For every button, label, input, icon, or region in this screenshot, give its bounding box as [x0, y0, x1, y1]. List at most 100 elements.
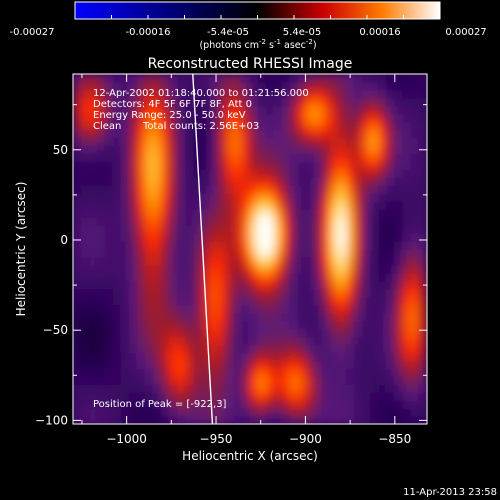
heatmap-cell: [370, 168, 380, 178]
heatmap-cell: [273, 391, 283, 401]
heatmap-cell: [297, 105, 307, 115]
heatmap-cell: [354, 407, 364, 417]
heatmap-cell: [394, 184, 404, 194]
heatmap-cell: [169, 367, 179, 377]
heatmap-cell: [338, 168, 348, 178]
heatmap-cell: [88, 153, 98, 162]
heatmap-cell: [354, 351, 364, 361]
heatmap-cell: [329, 176, 339, 186]
heatmap-cell: [410, 105, 420, 115]
heatmap-cell: [80, 367, 90, 377]
heatmap-cell: [112, 280, 122, 290]
heatmap-cell: [241, 343, 251, 353]
heatmap-cell: [96, 248, 106, 258]
heatmap-cell: [136, 407, 146, 417]
heatmap-cell: [297, 312, 307, 322]
heatmap-cell: [370, 272, 380, 282]
heatmap-cell: [378, 336, 388, 345]
heatmap-cell: [386, 288, 396, 298]
heatmap-cell: [402, 280, 412, 290]
heatmap-cell: [152, 121, 162, 131]
heatmap-cell: [104, 304, 114, 314]
heatmap-cell: [346, 359, 356, 369]
heatmap-cell: [410, 113, 420, 123]
heatmap-cell: [378, 113, 388, 123]
heatmap-cell: [233, 74, 243, 83]
heatmap-cell: [169, 137, 179, 147]
heatmap-cell: [177, 343, 187, 353]
heatmap-cell: [257, 407, 267, 417]
heatmap-cell: [128, 359, 138, 369]
heatmap-cell: [152, 200, 162, 210]
heatmap-cell: [193, 256, 203, 266]
heatmap-cell: [313, 391, 323, 401]
heatmap-cell: [193, 264, 203, 274]
heatmap-cell: [241, 240, 251, 250]
heatmap-cell: [88, 328, 98, 337]
heatmap-cell: [249, 320, 259, 330]
heatmap-cell: [144, 121, 154, 131]
heatmap-cell: [73, 272, 82, 282]
heatmap-cell: [354, 208, 364, 218]
heatmap-cell: [305, 264, 315, 274]
heatmap-cell: [313, 359, 323, 369]
heatmap-cell: [329, 216, 339, 226]
heatmap-cell: [217, 304, 227, 314]
heatmap-cell: [321, 399, 331, 409]
heatmap-cell: [370, 407, 380, 417]
heatmap-cell: [96, 399, 106, 409]
heatmap-cell: [169, 304, 179, 314]
heatmap-cell: [289, 216, 299, 226]
heatmap-cell: [193, 391, 203, 401]
heatmap-cell: [281, 415, 291, 424]
heatmap-cell: [225, 240, 235, 250]
heatmap-cell: [152, 161, 162, 170]
heatmap-cell: [161, 145, 171, 155]
heatmap-cell: [305, 200, 315, 210]
heatmap-cell: [152, 256, 162, 266]
heatmap-cell: [329, 256, 339, 266]
heatmap-cell: [281, 248, 291, 258]
heatmap-cell: [378, 304, 388, 314]
heatmap-cell: [402, 105, 412, 115]
heatmap-cell: [225, 304, 235, 314]
heatmap-cell: [346, 248, 356, 258]
heatmap-cell: [410, 168, 420, 178]
heatmap-cell: [313, 216, 323, 226]
heatmap-cell: [225, 248, 235, 258]
heatmap-cell: [152, 208, 162, 218]
heatmap-cell: [321, 192, 331, 202]
heatmap-cell: [225, 161, 235, 170]
heatmap-cell: [257, 343, 267, 353]
heatmap-cell: [257, 320, 267, 330]
heatmap-cell: [88, 296, 98, 306]
heatmap-cell: [378, 328, 388, 337]
heatmap-cell: [201, 121, 211, 131]
heatmap-cell: [273, 208, 283, 218]
heatmap-cell: [96, 383, 106, 393]
heatmap-cell: [273, 81, 283, 91]
heatmap-cell: [297, 407, 307, 417]
heatmap-cell: [112, 89, 122, 99]
heatmap-cell: [370, 81, 380, 91]
heatmap-cell: [418, 192, 427, 202]
heatmap-cell: [297, 232, 307, 242]
heatmap-cell: [329, 105, 339, 115]
heatmap-cell: [313, 89, 323, 99]
plot-title: Reconstructed RHESSI Image: [148, 56, 353, 72]
heatmap-cell: [152, 89, 162, 99]
heatmap-cell: [209, 272, 219, 282]
heatmap-cell: [136, 312, 146, 322]
heatmap-cell: [297, 367, 307, 377]
heatmap-cell: [273, 328, 283, 337]
heatmap-cell: [370, 415, 380, 424]
heatmap-cell: [161, 296, 171, 306]
heatmap-cell: [402, 161, 412, 170]
heatmap-cell: [169, 328, 179, 337]
heatmap-cell: [338, 176, 348, 186]
heatmap-cell: [346, 168, 356, 178]
heatmap-cell: [73, 208, 82, 218]
heatmap-cell: [241, 383, 251, 393]
heatmap-cell: [329, 343, 339, 353]
heatmap-cell: [88, 224, 98, 234]
